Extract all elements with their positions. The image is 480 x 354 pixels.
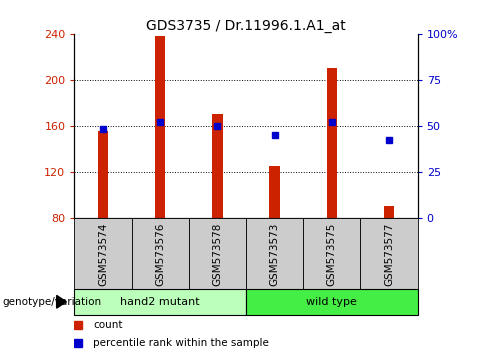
Bar [360, 218, 418, 289]
Bar [246, 218, 303, 289]
Text: wild type: wild type [306, 297, 357, 307]
Bar [189, 218, 246, 289]
Bar [74, 218, 132, 289]
Text: GSM573574: GSM573574 [98, 223, 108, 286]
Text: GSM573576: GSM573576 [155, 223, 165, 286]
Bar [98, 131, 108, 218]
Bar [132, 218, 189, 289]
Bar [246, 289, 418, 315]
Text: genotype/variation: genotype/variation [2, 297, 102, 307]
Title: GDS3735 / Dr.11996.1.A1_at: GDS3735 / Dr.11996.1.A1_at [146, 19, 346, 33]
Text: count: count [93, 320, 123, 330]
Bar [155, 36, 165, 218]
Text: hand2 mutant: hand2 mutant [120, 297, 200, 307]
Bar [269, 166, 280, 218]
Text: percentile rank within the sample: percentile rank within the sample [93, 338, 269, 348]
Text: GSM573578: GSM573578 [212, 223, 222, 286]
Bar [212, 114, 223, 218]
Bar [327, 68, 337, 218]
Text: GSM573573: GSM573573 [270, 223, 279, 286]
Text: GSM573575: GSM573575 [327, 223, 337, 286]
Bar [303, 218, 360, 289]
Text: GSM573577: GSM573577 [384, 223, 394, 286]
Bar [384, 206, 394, 218]
Bar [74, 289, 246, 315]
